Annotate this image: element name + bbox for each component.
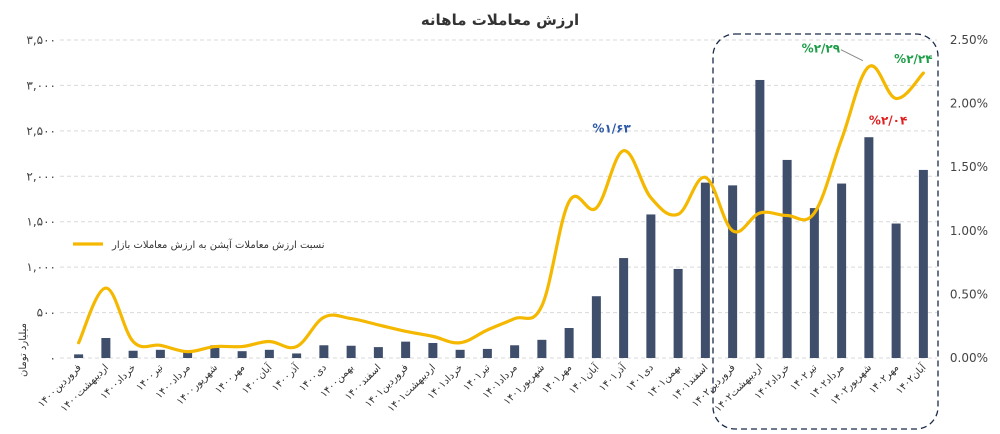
y-tick-label: ۵۰۰ (37, 306, 56, 320)
bar (864, 137, 874, 358)
bar (319, 345, 329, 358)
y-axis-left-ticks: ۰ ۵۰۰ ۱,۰۰۰ ۱,۵۰۰ ۲,۰۰۰ ۲,۵۰۰ ۳,۰۰۰ ۳,۵۰۰ (26, 33, 56, 365)
bar (591, 296, 601, 358)
x-axis-labels: فروردین۱۴۰۰اردیبهشت۱۴۰۰خرداد۱۴۰۰تیر۱۴۰۰م… (36, 360, 929, 414)
bar (155, 349, 165, 358)
bar (891, 223, 901, 358)
bar-series (74, 79, 928, 358)
ratio-line (77, 64, 925, 354)
annotation-label: %۲/۰۴ (869, 114, 907, 128)
bar (346, 345, 356, 358)
x-tick-label: آبان۱۴۰۲ (893, 360, 930, 397)
y2-tick-label: 1.50% (950, 160, 988, 174)
bar (482, 348, 492, 358)
bar (373, 347, 383, 358)
y2-tick-label: 0.00% (950, 351, 988, 365)
bar (755, 79, 765, 358)
legend-label: نسبت ارزش معاملات آپشن به ارزش معاملات ب… (111, 238, 325, 251)
bar (455, 349, 465, 358)
bar (183, 352, 193, 358)
annotation-label: %۲/۲۴ (894, 52, 932, 66)
bar (728, 185, 738, 358)
x-tick-label: آبان۱۴۰۰ (239, 360, 276, 397)
y-tick-label: ۰ (50, 351, 56, 365)
y-axis-title: میلیارد تومان (18, 323, 29, 377)
bar (101, 338, 111, 358)
annotation-label: %۲/۲۹ (802, 42, 841, 56)
bar (809, 208, 819, 358)
bar (210, 345, 220, 358)
bar (74, 354, 84, 358)
y2-tick-label: 0.50% (950, 287, 988, 301)
y-tick-label: ۲,۵۰۰ (26, 124, 56, 138)
y-tick-label: ۱,۰۰۰ (26, 260, 56, 274)
bar (619, 258, 629, 358)
bar (264, 349, 274, 358)
bar (700, 182, 710, 358)
bar (537, 339, 547, 358)
bar (401, 341, 411, 358)
annotations: %۱/۶۳ %۲/۲۹ %۲/۰۴ %۲/۲۴ (592, 42, 932, 136)
bar (918, 169, 928, 358)
annotation-label: %۱/۶۳ (592, 122, 631, 136)
bar (673, 268, 683, 358)
y-tick-label: ۳,۰۰۰ (26, 78, 56, 92)
bar (837, 183, 847, 358)
bar (646, 214, 656, 358)
annotation-connector (840, 49, 864, 62)
y2-tick-label: 1.00% (950, 224, 988, 238)
y-axis-right-ticks: 0.00% 0.50% 1.00% 1.50% 2.00% 2.50% (950, 33, 988, 365)
bar (237, 351, 247, 358)
y-tick-label: ۱,۵۰۰ (26, 215, 56, 229)
bar (564, 328, 574, 358)
bar (428, 343, 438, 358)
highlight-region (712, 33, 939, 430)
bar (510, 345, 520, 358)
y2-tick-label: 2.00% (950, 97, 988, 111)
y-tick-label: ۳,۵۰۰ (26, 33, 56, 47)
legend: نسبت ارزش معاملات آپشن به ارزش معاملات ب… (73, 238, 325, 251)
gridlines (60, 39, 937, 359)
y2-tick-label: 2.50% (950, 33, 988, 47)
chart-title: ارزش معاملات ماهانه (421, 11, 579, 29)
x-tick-label: آذر۱۴۰۱ (596, 360, 630, 394)
x-tick-label: آذر۱۴۰۰ (269, 360, 303, 394)
bar (782, 159, 792, 358)
bar (128, 350, 138, 358)
y-tick-label: ۲,۰۰۰ (26, 169, 56, 183)
x-tick-label: آبان۱۴۰۱ (566, 360, 603, 397)
bar (292, 353, 302, 358)
